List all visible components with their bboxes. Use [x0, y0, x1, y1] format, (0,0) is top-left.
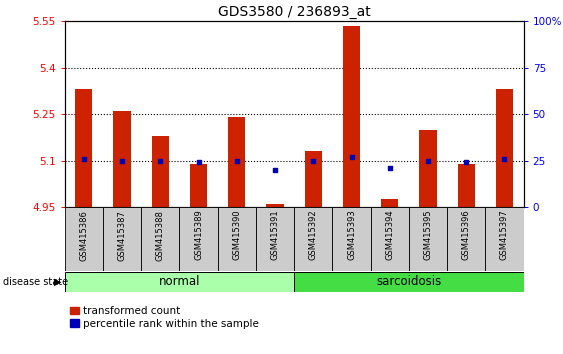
Text: normal: normal: [159, 275, 200, 288]
Bar: [256, 207, 294, 271]
Bar: [294, 272, 524, 292]
Text: GSM415392: GSM415392: [309, 210, 318, 260]
Legend: transformed count, percentile rank within the sample: transformed count, percentile rank withi…: [70, 306, 260, 329]
Bar: [114, 111, 131, 207]
Text: GSM415391: GSM415391: [271, 210, 280, 260]
Bar: [496, 89, 513, 207]
Bar: [65, 272, 294, 292]
Title: GDS3580 / 236893_at: GDS3580 / 236893_at: [218, 5, 370, 19]
Bar: [103, 207, 141, 271]
Point: [385, 165, 394, 171]
Bar: [458, 164, 475, 207]
Point: [118, 158, 127, 164]
Text: GSM415396: GSM415396: [462, 210, 471, 261]
Bar: [305, 152, 322, 207]
Bar: [409, 207, 447, 271]
Point: [233, 158, 242, 164]
Text: ▶: ▶: [54, 277, 61, 287]
Point: [194, 160, 203, 165]
Bar: [332, 207, 370, 271]
Text: GSM415395: GSM415395: [423, 210, 432, 260]
Point: [309, 158, 318, 164]
Point: [423, 158, 432, 164]
Bar: [75, 89, 92, 207]
Bar: [447, 207, 485, 271]
Bar: [381, 199, 399, 207]
Point: [271, 167, 280, 173]
Text: GSM415397: GSM415397: [500, 210, 509, 261]
Text: GSM415388: GSM415388: [156, 210, 165, 261]
Text: sarcoidosis: sarcoidosis: [376, 275, 441, 288]
Bar: [141, 207, 180, 271]
Text: GSM415394: GSM415394: [385, 210, 394, 260]
Text: GSM415386: GSM415386: [79, 210, 88, 261]
Bar: [343, 26, 360, 207]
Point: [156, 158, 165, 164]
Bar: [419, 130, 436, 207]
Text: GSM415390: GSM415390: [233, 210, 242, 260]
Bar: [190, 164, 207, 207]
Point: [79, 156, 88, 161]
Bar: [180, 207, 218, 271]
Bar: [485, 207, 524, 271]
Bar: [294, 207, 332, 271]
Point: [462, 160, 471, 165]
Bar: [152, 136, 169, 207]
Bar: [228, 117, 245, 207]
Bar: [218, 207, 256, 271]
Point: [500, 156, 509, 161]
Point: [347, 154, 356, 160]
Bar: [266, 204, 284, 207]
Bar: [65, 207, 103, 271]
Bar: [370, 207, 409, 271]
Text: GSM415387: GSM415387: [118, 210, 127, 261]
Text: GSM415393: GSM415393: [347, 210, 356, 261]
Text: GSM415389: GSM415389: [194, 210, 203, 261]
Text: disease state: disease state: [3, 277, 68, 287]
